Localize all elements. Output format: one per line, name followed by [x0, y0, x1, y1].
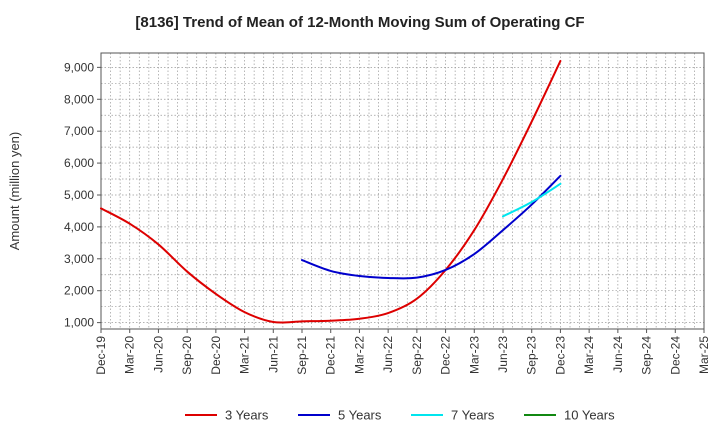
legend: 3 Years 5 Years 7 Years 10 Years	[185, 408, 615, 423]
y-tick-label: 9,000	[64, 60, 94, 74]
x-tick-label: Mar-21	[238, 336, 252, 374]
x-tick-label: Sep-22	[410, 336, 424, 375]
x-tick-label: Mar-24	[582, 336, 596, 374]
x-tick-label: Jun-24	[611, 336, 625, 373]
x-tick-label: Mar-23	[467, 336, 481, 374]
grid	[101, 53, 704, 329]
chart-title: [8136] Trend of Mean of 12-Month Moving …	[135, 14, 585, 31]
y-tick-label: 3,000	[64, 252, 94, 266]
legend-label-10-years: 10 Years	[564, 408, 615, 423]
x-tick-label: Jun-23	[496, 336, 510, 373]
y-tick-label: 6,000	[64, 156, 94, 170]
x-tick-label: Dec-24	[668, 336, 682, 375]
series-line-5-years	[301, 174, 562, 280]
x-tick-label: Sep-23	[525, 336, 539, 375]
x-tick-label: Jun-21	[266, 336, 280, 373]
y-tick-label: 2,000	[64, 284, 94, 298]
plot-frame	[100, 52, 705, 330]
x-tick-label: Jun-22	[381, 336, 395, 373]
x-tick-label: Dec-19	[94, 336, 108, 375]
x-axis-ticks: Dec-19 Mar-20 Jun-20 Sep-20 Dec-20 Mar-21 Jun-…	[94, 329, 711, 375]
x-tick-label: Sep-21	[295, 336, 309, 375]
series-line-3-years	[100, 59, 562, 324]
x-tick-label: Jun-20	[151, 336, 165, 373]
x-tick-label: Dec-22	[439, 336, 453, 375]
x-tick-label: Dec-23	[553, 336, 567, 375]
series-line-7-years	[502, 182, 562, 218]
y-axis-ticks: 1,000 2,000 3,000 4,000 5,000 6,000 7,000 8,000…	[64, 60, 101, 330]
legend-label-3-years: 3 Years	[225, 408, 269, 423]
y-tick-label: 4,000	[64, 220, 94, 234]
x-tick-label: Mar-25	[697, 336, 711, 374]
y-tick-label: 8,000	[64, 92, 94, 106]
x-tick-label: Mar-22	[352, 336, 366, 374]
y-tick-label: 7,000	[64, 124, 94, 138]
y-tick-label: 1,000	[64, 316, 94, 330]
x-tick-label: Sep-20	[180, 336, 194, 375]
x-tick-label: Dec-21	[324, 336, 338, 375]
x-tick-label: Mar-20	[123, 336, 137, 374]
legend-label-5-years: 5 Years	[338, 408, 382, 423]
legend-label-7-years: 7 Years	[451, 408, 495, 423]
x-tick-label: Sep-24	[640, 336, 654, 375]
y-axis-title: Amount (million yen)	[7, 132, 22, 251]
y-tick-label: 5,000	[64, 188, 94, 202]
series-lines	[100, 59, 562, 324]
x-tick-label: Dec-20	[209, 336, 223, 375]
